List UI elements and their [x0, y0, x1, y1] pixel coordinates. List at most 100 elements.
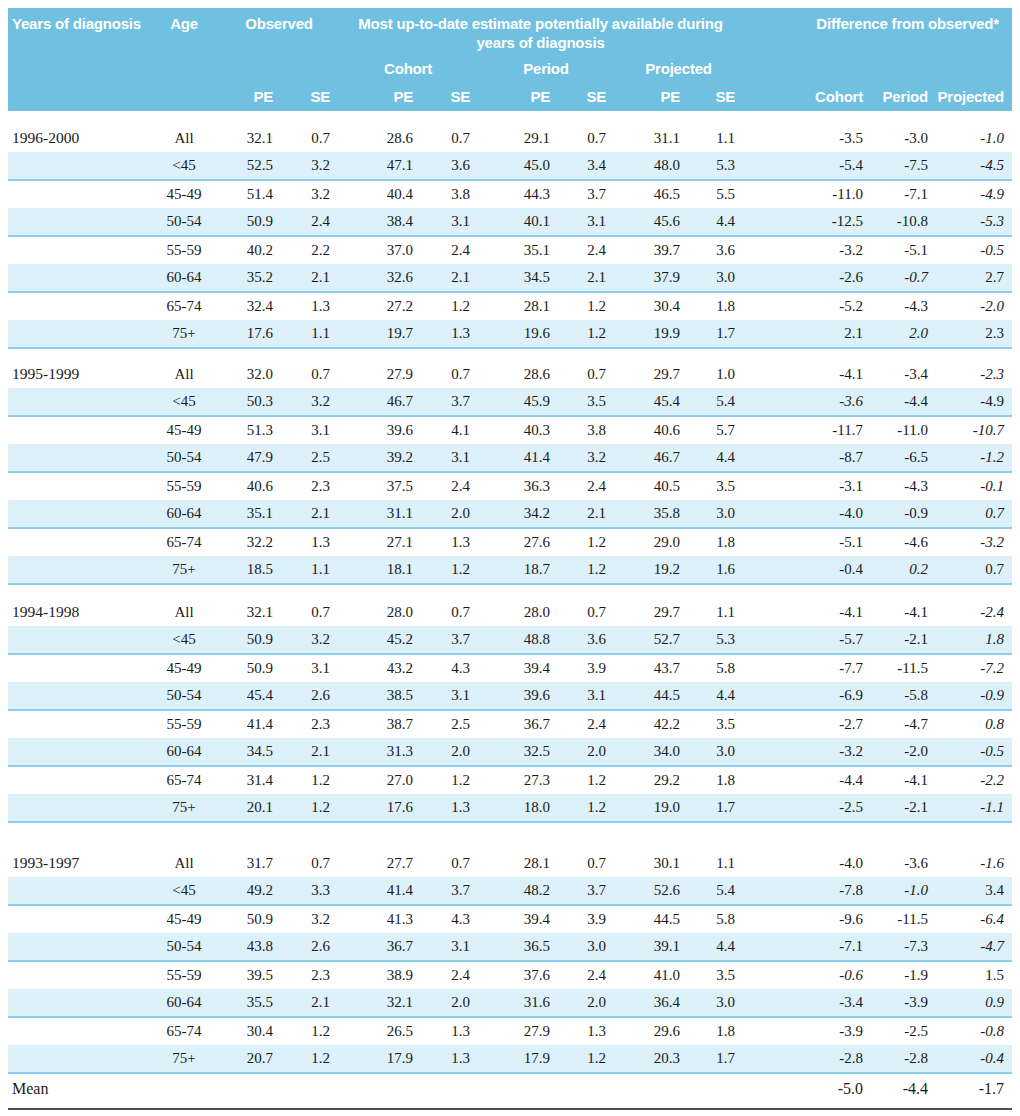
value-cell: 18.1	[338, 556, 421, 584]
value-cell: 37.6	[478, 961, 558, 989]
value-cell: 47.9	[220, 444, 281, 472]
value-cell: 27.9	[338, 361, 421, 388]
value-cell: 1.1	[688, 850, 743, 877]
value-cell: 2.0	[421, 989, 478, 1017]
value-cell: 49.2	[220, 877, 281, 905]
value-cell: 2.1	[281, 500, 338, 528]
value-cell: 36.4	[614, 989, 688, 1017]
value-cell: 47.1	[338, 152, 421, 180]
years-cell-empty	[8, 877, 148, 905]
difference-cell: -0.8	[936, 1017, 1012, 1045]
value-cell: 29.1	[478, 125, 558, 152]
years-cell-empty	[8, 388, 148, 416]
value-cell: 37.9	[614, 264, 688, 292]
value-cell: 35.8	[614, 500, 688, 528]
value-cell: 50.9	[220, 626, 281, 654]
group-spacer-cell	[8, 348, 1012, 361]
value-cell: 3.1	[421, 444, 478, 472]
difference-cell: -7.2	[936, 654, 1012, 682]
value-cell: 1.8	[688, 292, 743, 320]
difference-cell: -7.1	[743, 933, 871, 961]
page: Years of diagnosis Age Observed Most up-…	[0, 0, 1020, 1116]
value-cell: 48.8	[478, 626, 558, 654]
value-cell: 50.9	[220, 208, 281, 236]
value-cell: 37.0	[338, 236, 421, 264]
value-cell: 3.5	[688, 961, 743, 989]
value-cell: 1.3	[421, 794, 478, 822]
difference-cell: -0.5	[936, 236, 1012, 264]
value-cell: 1.3	[421, 1045, 478, 1073]
value-cell: 3.5	[688, 710, 743, 738]
header-observed-pe: PE	[220, 79, 281, 111]
table-row: 50-5445.42.638.53.139.63.144.54.4-6.9-5.…	[8, 682, 1012, 710]
years-cell-empty	[8, 236, 148, 264]
table-row: 50-5443.82.636.73.136.53.039.14.4-7.1-7.…	[8, 933, 1012, 961]
value-cell: 28.1	[478, 850, 558, 877]
value-cell: 1.2	[281, 1045, 338, 1073]
difference-cell: -4.0	[743, 500, 871, 528]
header-years-of-diagnosis: Years of diagnosis	[8, 8, 148, 111]
table-row: 65-7432.41.327.21.228.11.230.41.8-5.2-4.…	[8, 292, 1012, 320]
table-row: 55-5940.62.337.52.436.32.440.53.5-3.1-4.…	[8, 472, 1012, 500]
table-row: 55-5941.42.338.72.536.72.442.23.5-2.7-4.…	[8, 710, 1012, 738]
value-cell: 17.6	[220, 320, 281, 348]
difference-cell: 0.7	[936, 500, 1012, 528]
header-difference-group: Difference from observed*	[743, 8, 1012, 79]
difference-cell: -0.9	[871, 500, 936, 528]
years-cell: 1995-1999	[8, 361, 148, 388]
value-cell: 3.7	[421, 388, 478, 416]
header-gap-cell	[8, 111, 1012, 125]
value-cell: 45.9	[478, 388, 558, 416]
value-cell: 1.8	[688, 1017, 743, 1045]
value-cell: 0.7	[281, 850, 338, 877]
value-cell: 3.6	[421, 152, 478, 180]
value-cell: 29.2	[614, 766, 688, 794]
table-row: 55-5939.52.338.92.437.62.441.03.5-0.6-1.…	[8, 961, 1012, 989]
value-cell: 26.5	[338, 1017, 421, 1045]
value-cell: 1.3	[421, 320, 478, 348]
value-cell: 3.7	[421, 877, 478, 905]
difference-cell: -4.1	[871, 766, 936, 794]
value-cell: 1.2	[281, 794, 338, 822]
difference-cell: -5.2	[743, 292, 871, 320]
difference-cell: -3.4	[743, 989, 871, 1017]
value-cell: 0.7	[558, 599, 614, 626]
value-cell: 1.3	[281, 292, 338, 320]
value-cell: 43.8	[220, 933, 281, 961]
difference-cell: -4.6	[871, 528, 936, 556]
header-projected-pe: PE	[614, 79, 688, 111]
value-cell: 40.1	[478, 208, 558, 236]
value-cell: 1.1	[688, 125, 743, 152]
difference-cell: -7.5	[871, 152, 936, 180]
value-cell: 2.0	[558, 738, 614, 766]
difference-cell: -3.0	[871, 125, 936, 152]
table-row: 45-4951.33.139.64.140.33.840.65.7-11.7-1…	[8, 416, 1012, 444]
age-cell: 75+	[148, 1045, 220, 1073]
years-cell-empty	[8, 989, 148, 1017]
difference-cell: -4.4	[743, 766, 871, 794]
years-cell-empty	[8, 320, 148, 348]
value-cell: 2.4	[558, 472, 614, 500]
age-cell: 55-59	[148, 472, 220, 500]
value-cell: 41.4	[478, 444, 558, 472]
age-cell: 60-64	[148, 738, 220, 766]
value-cell: 28.1	[478, 292, 558, 320]
value-cell: 2.4	[421, 236, 478, 264]
age-cell: 55-59	[148, 236, 220, 264]
value-cell: 35.1	[220, 500, 281, 528]
group-spacer	[8, 822, 1012, 850]
value-cell: 0.7	[281, 599, 338, 626]
value-cell: 27.6	[478, 528, 558, 556]
value-cell: 3.2	[558, 444, 614, 472]
difference-cell: -2.0	[936, 292, 1012, 320]
age-cell: <45	[148, 626, 220, 654]
value-cell: 40.3	[478, 416, 558, 444]
value-cell: 3.0	[688, 738, 743, 766]
value-cell: 36.7	[338, 933, 421, 961]
value-cell: 1.2	[558, 556, 614, 584]
value-cell: 3.1	[558, 208, 614, 236]
difference-cell: -0.4	[743, 556, 871, 584]
difference-cell: -7.8	[743, 877, 871, 905]
age-cell: 65-74	[148, 528, 220, 556]
mean-difference-cell: -1.7	[936, 1073, 1012, 1104]
